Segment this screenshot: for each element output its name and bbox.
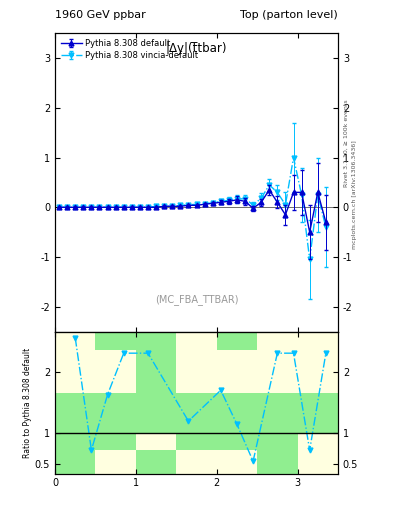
Bar: [217, 450, 257, 474]
Bar: [136, 393, 176, 434]
Bar: [95, 393, 136, 434]
Bar: [95, 450, 136, 474]
Legend: Pythia 8.308 default, Pythia 8.308 vincia-default: Pythia 8.308 default, Pythia 8.308 vinci…: [59, 37, 200, 61]
Bar: [55, 332, 95, 393]
Bar: [176, 332, 217, 393]
Text: 1960 GeV ppbar: 1960 GeV ppbar: [55, 10, 146, 20]
Text: Top (parton level): Top (parton level): [240, 10, 338, 20]
Bar: [55, 393, 95, 434]
Bar: [298, 332, 338, 393]
Bar: [217, 393, 257, 434]
Y-axis label: Ratio to Pythia 8.308 default: Ratio to Pythia 8.308 default: [23, 348, 32, 458]
Bar: [176, 450, 217, 474]
Bar: [298, 393, 338, 434]
Bar: [136, 434, 176, 450]
Bar: [298, 434, 338, 474]
Bar: [95, 350, 136, 393]
Bar: [176, 393, 217, 434]
Text: |Δy|(t̅tbar): |Δy|(t̅tbar): [166, 42, 227, 55]
Bar: [217, 350, 257, 393]
Text: (MC_FBA_TTBAR): (MC_FBA_TTBAR): [155, 294, 238, 305]
Text: Rivet 3.1.10, ≥ 100k events: Rivet 3.1.10, ≥ 100k events: [344, 99, 349, 187]
Bar: [257, 332, 298, 393]
Text: mcplots.cern.ch [arXiv:1306.3436]: mcplots.cern.ch [arXiv:1306.3436]: [352, 140, 357, 249]
Bar: [257, 393, 298, 434]
